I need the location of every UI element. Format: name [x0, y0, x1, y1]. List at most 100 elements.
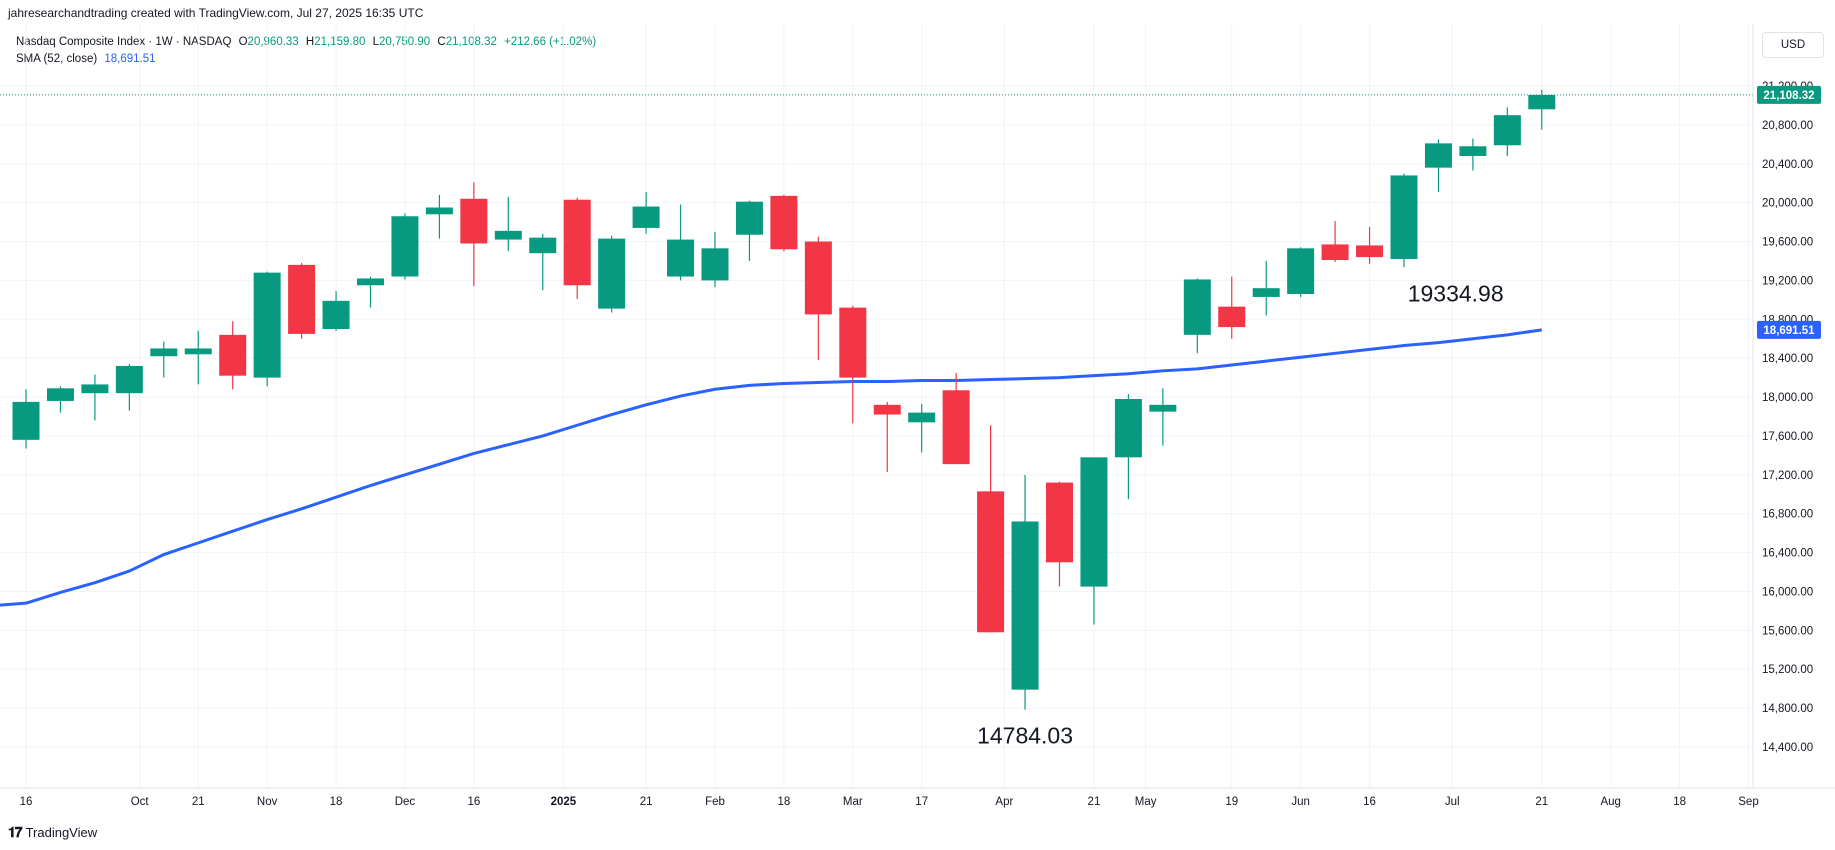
- candle-body: [977, 491, 1005, 633]
- candle[interactable]: [253, 271, 281, 387]
- price-annotation: 19334.98: [1408, 280, 1504, 306]
- y-tick-label: 17,600.00: [1762, 431, 1813, 443]
- candle-body: [598, 238, 626, 309]
- candle-body: [460, 198, 488, 244]
- sma-line[interactable]: [0, 328, 1543, 607]
- candle[interactable]: [391, 213, 419, 280]
- x-tick-label: 19: [1225, 796, 1238, 808]
- x-tick-label: 21: [1535, 796, 1548, 808]
- price-badges: 21,108.32 18,691.51: [1757, 85, 1821, 339]
- candle[interactable]: [873, 401, 901, 472]
- candle-body: [804, 241, 832, 315]
- candle[interactable]: [1390, 173, 1418, 268]
- open-label: O: [238, 36, 248, 48]
- y-tick-label: 16,000.00: [1762, 586, 1813, 598]
- annotations: 19334.98 14784.03: [977, 280, 1504, 748]
- symbol-title: Nasdaq Composite Index · 1W · NASDAQ: [16, 36, 232, 48]
- candle[interactable]: [46, 386, 74, 413]
- x-tick-label: 21: [192, 796, 205, 808]
- candle[interactable]: [529, 233, 557, 291]
- change-value: +212.66 (+1.02%): [504, 36, 597, 48]
- candle[interactable]: [735, 200, 763, 261]
- candle-body: [1424, 143, 1452, 168]
- candle-body: [701, 248, 729, 281]
- y-tick-label: 18,000.00: [1762, 392, 1813, 404]
- candle-body: [184, 348, 212, 355]
- candle-body: [563, 199, 591, 286]
- y-tick-label: 18,400.00: [1762, 353, 1813, 365]
- candle[interactable]: [288, 262, 316, 339]
- candle-body: [1287, 248, 1315, 295]
- candle[interactable]: [12, 389, 40, 449]
- candle-body: [1183, 279, 1211, 335]
- candle[interactable]: [701, 231, 729, 288]
- candle-body: [219, 334, 247, 376]
- candle[interactable]: [563, 197, 591, 299]
- tradingview-branding[interactable]: 𝟏𝟕 TradingView: [8, 824, 97, 841]
- candle[interactable]: [804, 236, 832, 361]
- candle-body: [529, 237, 557, 254]
- x-tick-label: Aug: [1600, 796, 1620, 808]
- candle-body: [288, 264, 316, 334]
- candle[interactable]: [1493, 107, 1521, 156]
- candle[interactable]: [598, 235, 626, 313]
- y-tick-label: 20,400.00: [1762, 159, 1813, 171]
- candle[interactable]: [1011, 474, 1039, 710]
- candle-body: [1080, 457, 1108, 587]
- candle[interactable]: [184, 330, 212, 385]
- candle-body: [839, 307, 867, 378]
- x-tick-label: Dec: [395, 796, 416, 808]
- candle[interactable]: [908, 403, 936, 453]
- x-tick-label: Feb: [705, 796, 725, 808]
- ohlc-legend-row[interactable]: Nasdaq Composite Index · 1W · NASDAQ O20…: [16, 34, 596, 51]
- y-tick-label: 20,800.00: [1762, 120, 1813, 132]
- candle[interactable]: [632, 191, 660, 234]
- candle[interactable]: [1321, 221, 1349, 262]
- candle[interactable]: [494, 196, 522, 252]
- candle[interactable]: [115, 364, 143, 411]
- candle[interactable]: [81, 374, 109, 421]
- candle-body: [391, 216, 419, 277]
- candle[interactable]: [150, 341, 178, 378]
- candle[interactable]: [839, 305, 867, 424]
- last-price-badge: 21,108.32: [1757, 85, 1821, 104]
- candle[interactable]: [770, 194, 798, 252]
- candle[interactable]: [357, 276, 384, 308]
- candle[interactable]: [460, 182, 488, 287]
- x-tick-label: Mar: [843, 796, 863, 808]
- candle[interactable]: [1528, 89, 1556, 130]
- x-tick-label: Nov: [257, 796, 278, 808]
- candle[interactable]: [977, 425, 1005, 633]
- candle[interactable]: [1459, 138, 1487, 171]
- close-label: C: [437, 36, 446, 48]
- candle[interactable]: [667, 204, 695, 281]
- candle-body: [46, 388, 74, 401]
- candle[interactable]: [1287, 247, 1315, 297]
- candle[interactable]: [1046, 481, 1073, 587]
- candle[interactable]: [1080, 457, 1108, 625]
- candle[interactable]: [1218, 276, 1246, 339]
- candle-body: [1218, 306, 1246, 328]
- candle[interactable]: [219, 321, 247, 390]
- candle[interactable]: [1149, 388, 1177, 446]
- candle[interactable]: [1114, 394, 1142, 500]
- candle[interactable]: [322, 291, 350, 331]
- candle[interactable]: [1356, 226, 1384, 264]
- candle-body: [12, 401, 40, 440]
- candle[interactable]: [425, 194, 453, 239]
- candle[interactable]: [942, 372, 970, 465]
- branding-text: TradingView: [25, 825, 98, 840]
- candle[interactable]: [1424, 139, 1452, 192]
- price-annotation: 14784.03: [977, 723, 1073, 749]
- y-tick-label: 19,200.00: [1762, 275, 1813, 287]
- candle-body: [1459, 146, 1487, 156]
- candle[interactable]: [1252, 260, 1280, 316]
- currency-button[interactable]: USD: [1762, 32, 1824, 58]
- y-tick-label: 15,200.00: [1762, 664, 1813, 676]
- x-tick-label: 16: [20, 796, 33, 808]
- high-value: 21,159.80: [314, 36, 366, 48]
- candle[interactable]: [1183, 278, 1211, 354]
- candles: [12, 89, 1556, 710]
- sma-legend-row[interactable]: SMA (52, close) 18,691.51: [16, 51, 596, 68]
